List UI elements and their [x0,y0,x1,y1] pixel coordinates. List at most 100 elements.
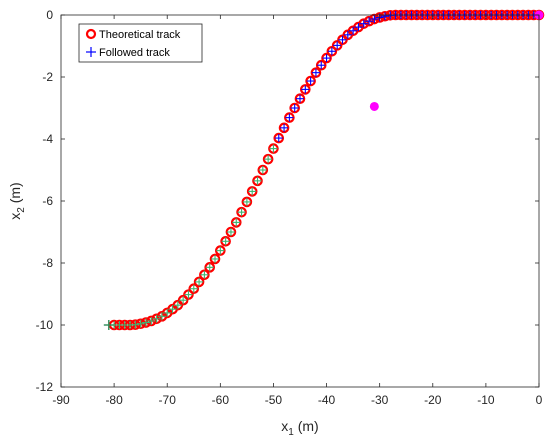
theoretical-point [241,196,253,208]
followed-point [237,208,246,217]
theoretical-point [220,236,231,247]
theoretical-point [321,52,332,64]
followed-point [200,270,209,279]
x-tick-label: -40 [318,393,336,407]
followed-point [179,296,188,305]
followed-point [141,318,150,327]
followed-point [221,237,230,246]
theoretical-point [315,59,327,71]
followed-point [317,61,326,70]
x-tick-label: -90 [52,393,70,407]
theoretical-point [230,217,242,228]
followed-point [253,176,262,185]
theoretical-point [252,175,263,187]
x-tick-label: -80 [105,393,123,407]
theoretical-point [268,143,279,154]
theoretical-point [209,253,221,265]
theoretical-point [204,262,216,273]
followed-point [258,166,267,174]
theoretical-point [177,294,189,306]
followed-point [338,35,347,44]
x-axis-label-sub: 1 [288,427,294,438]
followed-point [327,47,336,56]
followed-point [349,26,358,35]
theoretical-point [300,84,311,95]
followed-point [359,19,368,28]
followed-point [184,290,193,299]
x-axis-label: x1 (m) [281,418,318,438]
x-tick-label: -20 [424,393,442,407]
theoretical-point [225,226,237,238]
plot-background [61,15,539,387]
highlight-point [369,101,379,111]
legend-theoretical-label: Theoretical track [99,29,181,41]
theoretical-point [236,206,247,218]
followed-point [343,30,352,39]
theoretical-point [358,18,370,29]
y-tick-label: -2 [42,70,53,84]
y-tick-label: -12 [36,380,54,394]
theoretical-point [151,313,162,325]
x-axis-label-unit: (m) [294,418,319,434]
followed-point [189,284,198,293]
theoretical-point [326,45,338,57]
followed-point [242,197,251,206]
followed-point [157,312,166,321]
x-tick-label: -30 [371,393,389,407]
theoretical-point [135,318,146,330]
followed-point [306,77,315,86]
theoretical-point [310,67,322,78]
followed-point [296,94,304,103]
x-tick-label: 0 [536,393,543,407]
start-marker [103,320,114,330]
followed-point [354,23,363,32]
series-layer [103,9,545,331]
y-axis-label-unit: (m) [7,182,23,207]
y-axis-label-main: x [7,213,23,220]
theoretical-point [278,122,290,134]
followed-point [365,17,374,26]
followed-point [168,305,177,314]
theoretical-point [331,40,343,51]
legend-followed-label: Followed track [99,47,170,59]
theoretical-point [215,245,226,256]
y-axis-label: x2 (m) [7,182,27,219]
followed-point [147,316,156,325]
followed-point [333,41,342,50]
y-tick-label: -10 [36,318,54,332]
theoretical-point [284,112,295,123]
theoretical-point [140,317,152,328]
followed-point [232,218,241,227]
followed-point [216,246,225,255]
followed-point [136,319,145,328]
followed-point [311,68,320,77]
x-tick-label: -50 [265,393,283,407]
y-tick-label: -4 [42,132,53,146]
followed-point [173,301,182,310]
followed-point [280,123,289,132]
followed-point [195,277,204,286]
followed-point [226,228,235,236]
followed-point [163,308,172,317]
followed-point [131,320,140,329]
followed-point [248,187,257,196]
x-tick-label: -10 [477,393,495,407]
theoretical-point [199,269,210,281]
followed-point [370,15,379,24]
followed-point [322,54,331,63]
followed-point [285,113,294,122]
theoretical-point [273,132,285,144]
theoretical-point [188,283,200,295]
legend-theoretical-marker [85,28,97,40]
theoretical-point [374,12,385,23]
followed-point [211,254,220,263]
theoretical-point [257,164,269,176]
followed-point [301,85,310,94]
x-tick-label: -70 [159,393,177,407]
y-axis-label-sub: 2 [16,207,27,213]
theoretical-point [289,102,300,114]
theoretical-point [294,93,306,104]
theoretical-point [305,75,316,87]
legend: Theoretical track Followed track [78,23,203,63]
